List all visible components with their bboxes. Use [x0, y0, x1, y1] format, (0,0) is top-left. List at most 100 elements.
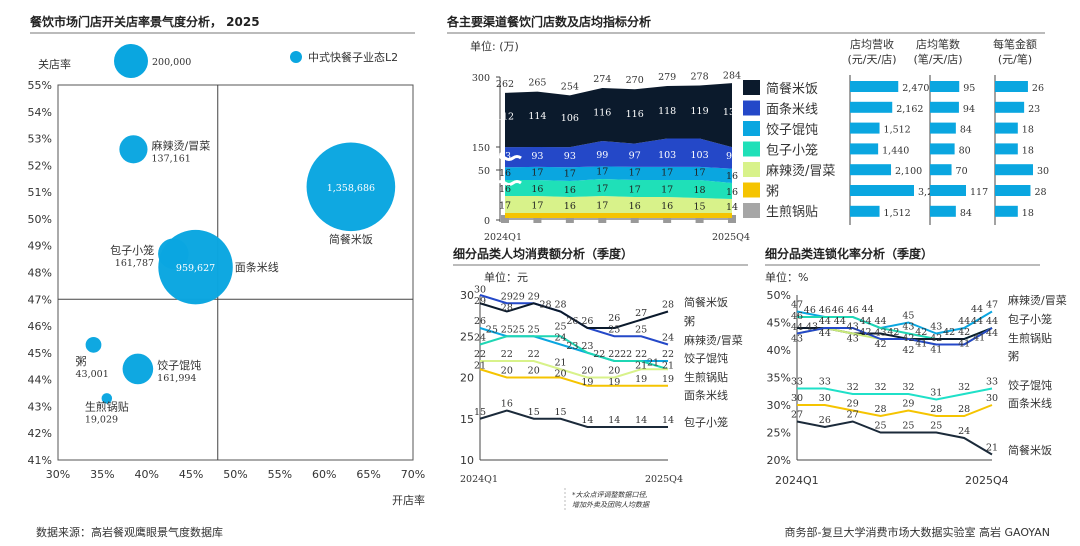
- series-label: 简餐米饭: [1008, 443, 1052, 457]
- point-label: 33: [986, 377, 998, 388]
- area-title: 各主要渠道餐饮门店数及店均指标分析: [446, 14, 651, 29]
- segment-label: 17: [531, 201, 543, 212]
- series-label: 包子小笼: [684, 415, 728, 429]
- series-label: 粥: [1008, 350, 1019, 363]
- point-label: 44: [958, 316, 970, 327]
- bar-value: 70: [956, 166, 968, 177]
- bubble-name: 饺子馄饨: [157, 358, 201, 372]
- point-label: 33: [819, 377, 831, 388]
- point-label: 43: [847, 334, 859, 345]
- legend-swatch: [743, 100, 760, 116]
- point-label: 19: [581, 377, 593, 388]
- segment-label: 116: [626, 109, 644, 120]
- segment-label: 16: [531, 184, 543, 195]
- point-label: 44: [819, 316, 831, 327]
- bar-value: 2,470: [902, 83, 929, 94]
- point-label: 22: [593, 349, 605, 360]
- point-label: 22: [474, 349, 486, 360]
- point-label: 42: [958, 327, 970, 338]
- segment-label: 116: [593, 108, 611, 119]
- line2-x-first: 2024Q1: [775, 474, 819, 487]
- point-label: 26: [566, 316, 578, 327]
- point-label: 27: [791, 410, 803, 421]
- y-tick-label: 50: [478, 166, 490, 177]
- legend-swatch: [743, 80, 760, 95]
- bar-饺子馄饨: [995, 122, 1018, 134]
- total-label: 274: [593, 74, 611, 85]
- legend-swatch: [743, 141, 760, 157]
- point-label: 44: [875, 316, 887, 327]
- segment-label: 17: [499, 201, 511, 212]
- y-tick-label: 53%: [28, 133, 52, 146]
- legend-label: 包子小笼: [766, 143, 818, 159]
- point-label: 24: [958, 426, 970, 437]
- point-label: 32: [847, 382, 859, 393]
- segment-marker: [565, 215, 574, 223]
- point-label: 21: [635, 360, 647, 371]
- bar-简餐米饭: [995, 81, 1028, 92]
- point-label: 45: [902, 311, 914, 322]
- bar-value: 84: [960, 125, 972, 136]
- line1-x-last: 2025Q4: [645, 474, 683, 485]
- segment-label: 17: [694, 168, 706, 179]
- point-label: 25: [528, 324, 540, 335]
- line-粥: [479, 368, 668, 387]
- point-label: 24: [555, 333, 567, 344]
- y-tick-label: 150: [472, 143, 490, 154]
- line2-title: 细分品类连锁化率分析（季度）: [765, 246, 933, 261]
- point-label: 43: [875, 328, 887, 339]
- segment-label: 16: [661, 201, 673, 212]
- point-label: 42: [902, 333, 914, 344]
- point-label: 19: [635, 374, 647, 385]
- segment-label: 17: [661, 185, 673, 196]
- total-label: 279: [658, 72, 676, 83]
- area-饺子馄饨: [505, 166, 732, 183]
- segment-label: 16: [726, 187, 738, 198]
- point-label: 31: [930, 388, 942, 399]
- series-label: 饺子馄饨: [1008, 378, 1052, 392]
- bar-value: 18: [1022, 145, 1034, 156]
- scatter-title: 餐饮市场门店开关店率景气度分析， 2025: [30, 14, 260, 29]
- size-legend-bubble: [114, 44, 148, 78]
- segment-marker: [533, 215, 542, 223]
- point-label: 15: [555, 407, 567, 418]
- bubble-name: 粥: [76, 355, 87, 368]
- bubble-value: 959,627: [176, 263, 215, 274]
- point-label: 29: [501, 291, 513, 302]
- area-粥: [505, 213, 732, 218]
- segment-label: 17: [596, 167, 608, 178]
- bubble-name: 包子小笼: [110, 243, 154, 257]
- area-面条米线: [505, 138, 732, 169]
- y-tick-label: 47%: [28, 293, 52, 306]
- bar-饺子馄饨: [850, 122, 880, 134]
- point-label: 15: [474, 407, 486, 418]
- point-label: 44: [986, 316, 998, 327]
- bar-value: 2,162: [896, 104, 923, 115]
- bar-value: 30: [1037, 166, 1049, 177]
- total-label: 284: [723, 71, 741, 82]
- bar-value: 18: [1022, 125, 1034, 136]
- bar-饺子馄饨: [930, 122, 956, 134]
- point-label: 25: [902, 421, 914, 432]
- bar-value: 23: [1028, 104, 1040, 115]
- column-unit: (元/笔): [998, 52, 1032, 66]
- bar-麻辣烫/冒菜: [995, 164, 1033, 176]
- series-label: 简餐米饭: [684, 295, 728, 309]
- point-label: 25: [501, 324, 513, 335]
- x-tick-label: 55%: [268, 468, 292, 481]
- bar-简餐米饭: [930, 81, 960, 92]
- y-axis-label: 关店率: [38, 57, 71, 71]
- bar-value: 84: [960, 208, 972, 219]
- segment-label: 106: [561, 113, 579, 124]
- bar-value: 94: [963, 104, 975, 115]
- point-label: 21: [662, 360, 674, 371]
- bar-value: 1,440: [882, 145, 909, 156]
- point-label: 25: [555, 321, 567, 332]
- x-tick-label: 30%: [46, 468, 70, 481]
- segment-marker: [630, 215, 639, 223]
- point-label: 14: [608, 415, 620, 426]
- line1-title: 细分品类人均消费额分析（季度）: [453, 246, 633, 261]
- bubble-value: 43,001: [76, 369, 109, 380]
- segment-label: 93: [499, 151, 511, 162]
- segment-label: 103: [658, 150, 676, 161]
